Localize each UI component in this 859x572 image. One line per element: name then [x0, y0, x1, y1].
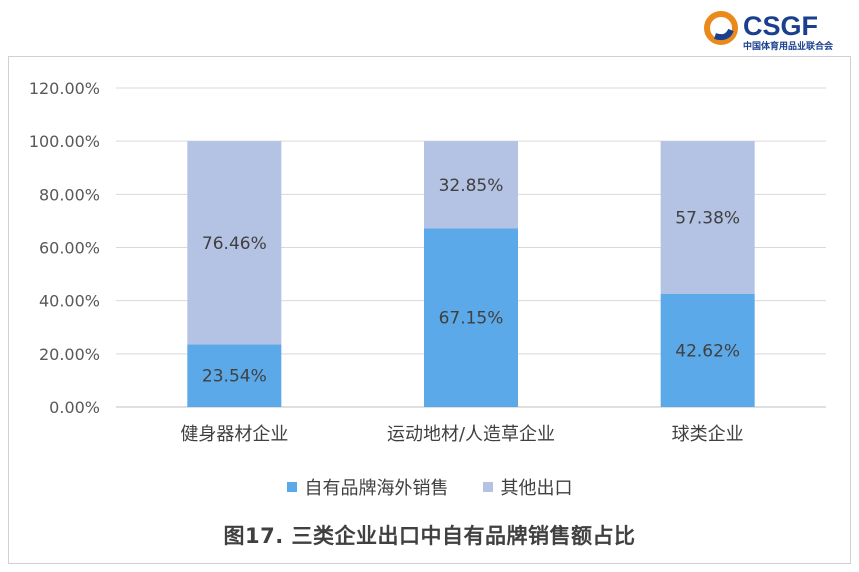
legend-label-own-brand: 自有品牌海外销售 [304, 478, 449, 499]
x-tick-label: 健身器材企业 [180, 424, 288, 445]
data-label: 67.15% [439, 309, 504, 329]
y-tick-label: 40.00% [39, 292, 100, 311]
y-tick-label: 100.00% [29, 132, 100, 151]
y-tick-label: 0.00% [49, 398, 100, 417]
bar-segment-other-export [424, 141, 518, 229]
data-label: 57.38% [675, 208, 740, 228]
y-tick-label: 120.00% [29, 79, 100, 98]
data-label: 23.54% [202, 367, 267, 387]
x-tick-label: 运动地材/人造草企业 [387, 424, 555, 445]
legend-swatch-other-export [482, 482, 493, 492]
logo-subtitle: 中国体育用品业联合会 [743, 40, 834, 52]
logo-brand-text: CSGF [743, 11, 818, 41]
bars [187, 141, 755, 407]
y-axis-ticks: 0.00% 20.00% 40.00% 60.00% 80.00% 100.00% 120.… [29, 79, 100, 417]
legend-label-other-export: 其他出口 [500, 478, 573, 499]
data-labels: 23.54% 76.46% 67.15% 32.85% 42.62% 57.38% [202, 176, 740, 387]
y-tick-label: 20.00% [39, 345, 100, 364]
legend-item-own-brand: 自有品牌海外销售 [286, 474, 449, 500]
x-axis-ticks: 健身器材企业 运动地材/人造草企业 球类企业 [180, 424, 743, 445]
data-label: 76.46% [202, 234, 267, 254]
y-tick-label: 60.00% [39, 239, 100, 258]
data-label: 32.85% [439, 176, 504, 196]
logo-swirl-orange [704, 11, 738, 45]
logo-swirl-blue [714, 28, 734, 41]
x-tick-label: 球类企业 [672, 424, 744, 445]
legend-item-other-export: 其他出口 [482, 474, 573, 500]
bar-segment-other-export [660, 141, 755, 294]
legend: 自有品牌海外销售 其他出口 [0, 474, 859, 500]
y-tick-label: 80.00% [39, 185, 100, 204]
bar-segment-other-export [187, 141, 282, 345]
bar-segment-own-brand [187, 344, 282, 407]
figure-caption: 图17. 三类企业出口中自有品牌销售额占比 [223, 524, 636, 548]
csgf-logo: CSGF 中国体育用品业联合会 [701, 6, 851, 52]
data-label: 42.62% [675, 341, 740, 361]
legend-swatch-own-brand [286, 482, 297, 492]
bar-segment-own-brand [660, 293, 755, 407]
bar-segment-own-brand [424, 228, 518, 407]
